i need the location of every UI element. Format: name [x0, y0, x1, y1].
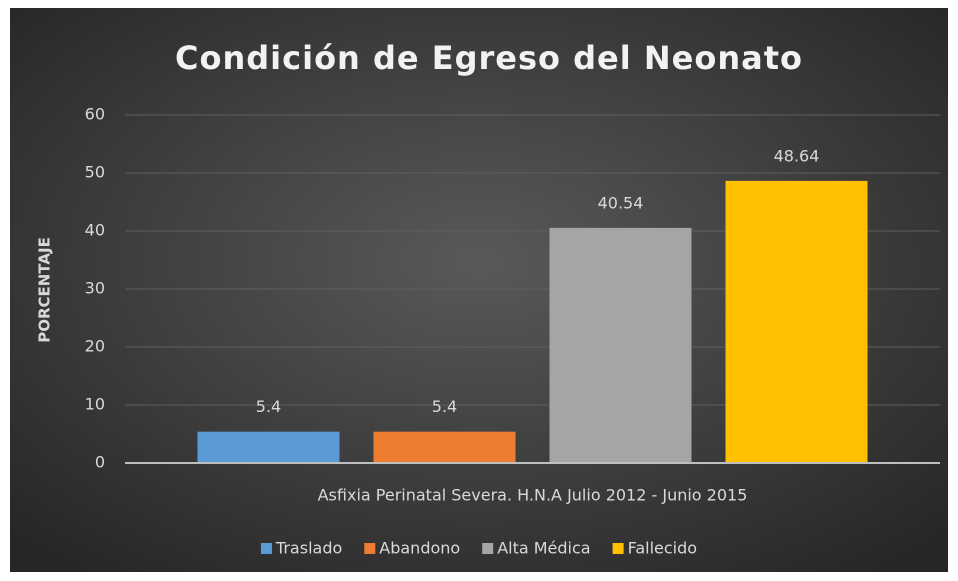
y-axis-label: PORCENTAJE	[36, 237, 54, 343]
bar	[197, 431, 340, 463]
data-label: 48.64	[774, 146, 820, 165]
bar	[549, 227, 692, 463]
legend-label: Alta Médica	[497, 539, 590, 558]
legend-swatch	[482, 543, 494, 554]
data-label: 5.4	[432, 397, 457, 416]
legend-swatch	[260, 543, 272, 554]
data-label: 5.4	[256, 397, 281, 416]
legend-swatch	[364, 543, 376, 554]
bar	[725, 180, 868, 463]
data-label: 40.54	[598, 193, 644, 212]
y-tick-label: 0	[95, 453, 105, 472]
y-tick-label: 20	[85, 337, 105, 356]
legend-label: Abandono	[379, 539, 460, 558]
y-tick-label: 30	[85, 279, 105, 298]
y-tick-label: 40	[85, 221, 105, 240]
chart-title: Condición de Egreso del Neonato	[175, 39, 803, 77]
y-tick-label: 50	[85, 163, 105, 182]
y-tick-label: 10	[85, 395, 105, 414]
x-tick-label: Asfixia Perinatal Severa. H.N.A Julio 20…	[318, 486, 748, 505]
legend-label: Fallecido	[628, 539, 697, 558]
legend-swatch	[612, 543, 624, 554]
bar	[373, 431, 516, 463]
y-tick-label: 60	[85, 105, 105, 124]
legend-label: Traslado	[275, 539, 342, 558]
